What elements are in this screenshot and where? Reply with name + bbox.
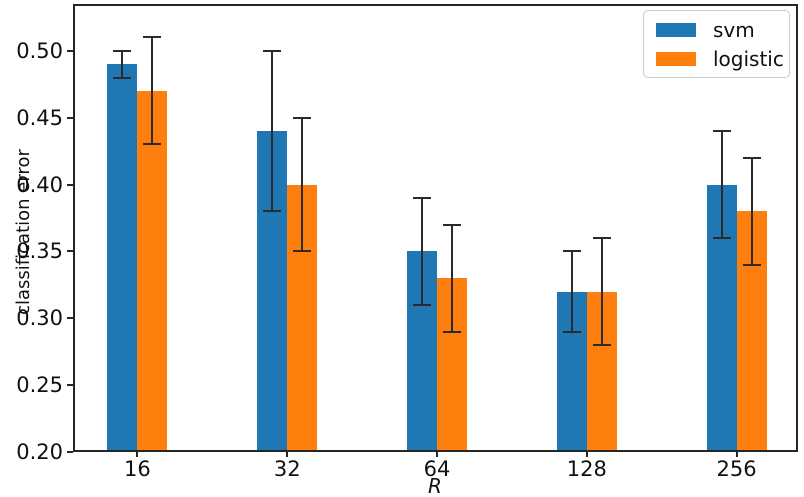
- error-bar-cap: [113, 49, 132, 52]
- error-bar-logistic-64: [450, 224, 453, 332]
- error-bar-cap: [592, 237, 611, 240]
- legend-label-svm: svm: [713, 17, 755, 42]
- x-tick-mark: [585, 452, 588, 457]
- x-tick-label: 64: [423, 457, 451, 481]
- y-tick-mark: [67, 317, 73, 320]
- error-bar-cap: [293, 250, 312, 253]
- svm-color-swatch: [656, 22, 696, 37]
- x-tick-label: 128: [566, 457, 607, 481]
- legend-label-logistic: logistic: [713, 46, 784, 71]
- logistic-color-swatch: [656, 51, 696, 66]
- x-tick-mark: [136, 452, 139, 457]
- y-tick-label: 0.20: [16, 440, 63, 464]
- bar-svm-16: [107, 64, 138, 452]
- error-bar-logistic-16: [151, 37, 154, 145]
- x-tick-mark: [735, 452, 738, 457]
- error-bar-cap: [742, 263, 761, 266]
- error-bar-svm-16: [121, 50, 124, 78]
- legend-item-svm: svm: [656, 19, 789, 41]
- y-tick-mark: [67, 250, 73, 253]
- error-bar-logistic-128: [600, 238, 603, 345]
- error-bar-cap: [413, 303, 432, 306]
- y-tick-label: 0.40: [16, 172, 63, 197]
- error-bar-cap: [263, 210, 282, 213]
- y-tick-mark: [67, 384, 73, 387]
- legend: svm logistic: [643, 10, 790, 78]
- error-bar-cap: [562, 330, 581, 333]
- error-bar-svm-64: [421, 197, 424, 305]
- error-bar-cap: [143, 143, 162, 146]
- y-tick-label: 0.25: [16, 373, 63, 398]
- error-bar-cap: [442, 223, 461, 226]
- error-bar-svm-32: [271, 50, 274, 212]
- error-bar-svm-256: [720, 131, 723, 239]
- x-tick-label: 32: [273, 457, 301, 481]
- error-bar-logistic-256: [750, 157, 753, 265]
- y-tick-label: 0.35: [16, 239, 63, 264]
- bar-logistic-16: [137, 90, 168, 452]
- y-tick-mark: [67, 183, 73, 186]
- y-tick-label: 0.50: [16, 38, 63, 63]
- x-axis-label: R: [428, 474, 442, 497]
- y-tick-mark: [67, 451, 73, 453]
- error-bar-cap: [562, 250, 581, 253]
- error-bar-cap: [413, 196, 432, 199]
- y-tick-mark: [67, 116, 73, 119]
- y-tick-label: 0.30: [16, 306, 63, 331]
- x-tick-mark: [435, 452, 438, 457]
- error-bar-cap: [113, 76, 132, 79]
- x-tick-label: 256: [716, 457, 757, 481]
- y-tick-mark: [67, 49, 73, 52]
- error-bar-cap: [143, 36, 162, 39]
- error-bar-cap: [592, 344, 611, 346]
- error-bar-cap: [742, 156, 761, 159]
- error-bar-cap: [293, 116, 312, 119]
- error-bar-cap: [263, 49, 282, 52]
- error-bar-cap: [712, 130, 731, 133]
- error-bar-cap: [712, 237, 731, 240]
- error-bar-cap: [442, 330, 461, 333]
- y-axis-label: classification error: [13, 149, 34, 315]
- x-tick-label: 16: [124, 457, 151, 481]
- plot-area: [73, 4, 798, 452]
- error-bar-logistic-32: [301, 117, 304, 252]
- legend-item-logistic: logistic: [656, 48, 789, 70]
- x-tick-mark: [286, 452, 289, 457]
- error-bar-svm-128: [570, 251, 573, 332]
- y-tick-label: 0.45: [16, 105, 63, 130]
